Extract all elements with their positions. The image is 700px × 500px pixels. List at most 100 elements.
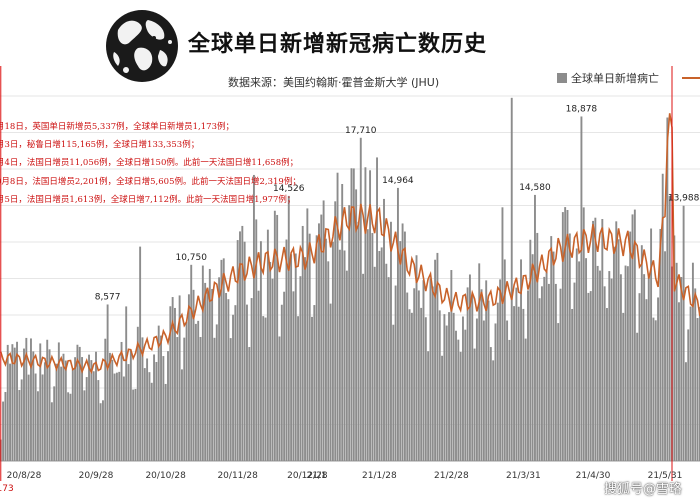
bar [239,231,241,461]
data-label: 13,988 [668,194,700,204]
bar [357,221,360,461]
bar [148,372,151,461]
bar [132,389,135,461]
bar [652,317,655,461]
bar [436,252,439,461]
bar [81,357,84,461]
bar [174,307,176,461]
bar [380,247,383,461]
bar [194,323,197,461]
bar [169,306,172,461]
bar [633,209,636,461]
bar [445,325,448,461]
bar [429,278,432,461]
x-tick-label: 20/10/28 [145,471,186,481]
data-source: 数据来源：美国约翰斯·霍普金斯大学 (JHU) [228,76,440,89]
globe-icon [106,10,178,82]
bar [636,332,639,461]
bar [547,283,550,461]
bar [420,307,423,461]
bar [624,265,627,461]
bar [457,339,460,461]
bar [462,316,464,461]
bar [575,248,578,461]
bar [41,374,44,461]
x-tick-label: 20/9/28 [79,471,114,481]
bar [304,257,306,461]
bar [545,271,548,461]
bar [571,308,574,461]
bar [118,371,121,461]
bar [208,268,211,461]
x-tick-label: 21/3/31 [506,471,541,481]
bar [573,282,576,461]
bar [638,293,641,461]
bar [654,320,657,461]
bar [164,383,167,461]
bar [390,221,392,461]
bar [364,167,367,461]
bar [76,344,79,461]
bar [680,277,683,461]
bar [292,291,295,461]
bar [580,116,583,461]
bar [236,240,239,461]
bar [69,393,72,461]
bar [141,337,144,461]
bar [125,306,128,461]
bar [53,386,56,461]
bar [102,400,104,461]
bar [243,241,246,461]
bar [308,233,311,461]
bar [273,210,276,461]
bar [104,338,107,461]
bar [313,305,316,461]
bar [373,266,376,461]
bar [88,354,90,461]
bar [213,337,216,461]
bar [197,320,200,461]
bar [311,316,313,461]
bar [122,376,125,461]
bar [406,292,409,461]
bar [371,233,374,461]
bar [215,324,218,461]
bar [227,299,230,461]
bar [336,172,339,462]
annotation-note: 月4日，法国日增员11,056例，全球日增150例。此前一天法国日增11,658… [0,158,299,169]
bar [492,360,495,461]
bar [687,329,690,461]
bar [559,288,562,461]
bar [489,347,492,461]
bar [113,373,116,461]
bar [513,306,516,461]
bar [362,273,365,461]
bar [434,259,437,461]
bar [318,223,320,461]
bar [262,316,265,461]
bar [241,225,244,461]
bar [592,220,594,461]
bar [146,358,149,461]
bar [278,336,281,461]
bar [659,228,662,461]
bar [529,239,532,461]
bar [16,341,18,461]
bar [108,352,111,461]
bar [285,239,288,461]
annotation-note: 0月8日，法国日增员2,201例，全球日增5,605例。此前一天法国日增2,31… [0,176,301,187]
bar [540,286,543,461]
data-label: 14,580 [519,183,551,193]
bar [11,344,14,461]
bar [74,357,77,461]
bar [55,363,58,461]
bar [594,217,597,461]
bar [438,310,441,461]
bar [536,232,539,461]
data-label: 14,526 [273,184,305,194]
x-tick-label: 20/12/28 [287,471,328,481]
bar [673,235,676,461]
bar [424,317,427,461]
bar [657,297,660,461]
